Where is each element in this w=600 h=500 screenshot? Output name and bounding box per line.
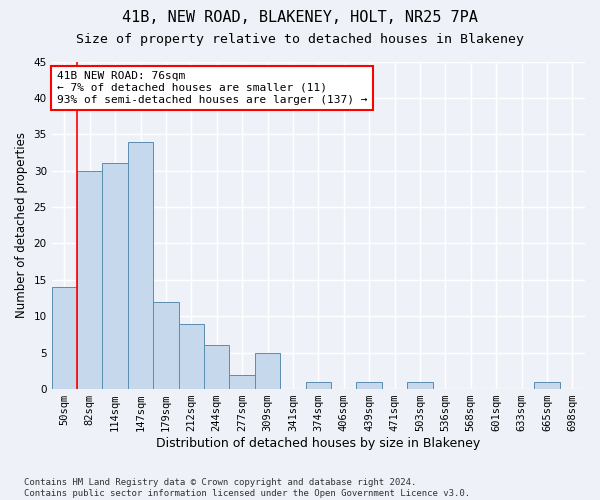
Bar	[305, 382, 331, 389]
Bar	[204, 346, 229, 389]
Bar	[407, 382, 433, 389]
Text: Contains HM Land Registry data © Crown copyright and database right 2024.
Contai: Contains HM Land Registry data © Crown c…	[24, 478, 470, 498]
Bar	[153, 302, 179, 389]
Text: 41B NEW ROAD: 76sqm
← 7% of detached houses are smaller (11)
93% of semi-detache: 41B NEW ROAD: 76sqm ← 7% of detached hou…	[57, 72, 367, 104]
Bar	[255, 352, 280, 389]
Bar	[52, 287, 77, 389]
Text: 41B, NEW ROAD, BLAKENEY, HOLT, NR25 7PA: 41B, NEW ROAD, BLAKENEY, HOLT, NR25 7PA	[122, 10, 478, 25]
Y-axis label: Number of detached properties: Number of detached properties	[15, 132, 28, 318]
Bar	[534, 382, 560, 389]
Bar	[356, 382, 382, 389]
X-axis label: Distribution of detached houses by size in Blakeney: Distribution of detached houses by size …	[156, 437, 481, 450]
Bar	[103, 164, 128, 389]
Bar	[77, 170, 103, 389]
Bar	[229, 374, 255, 389]
Bar	[128, 142, 153, 389]
Bar	[179, 324, 204, 389]
Text: Size of property relative to detached houses in Blakeney: Size of property relative to detached ho…	[76, 32, 524, 46]
